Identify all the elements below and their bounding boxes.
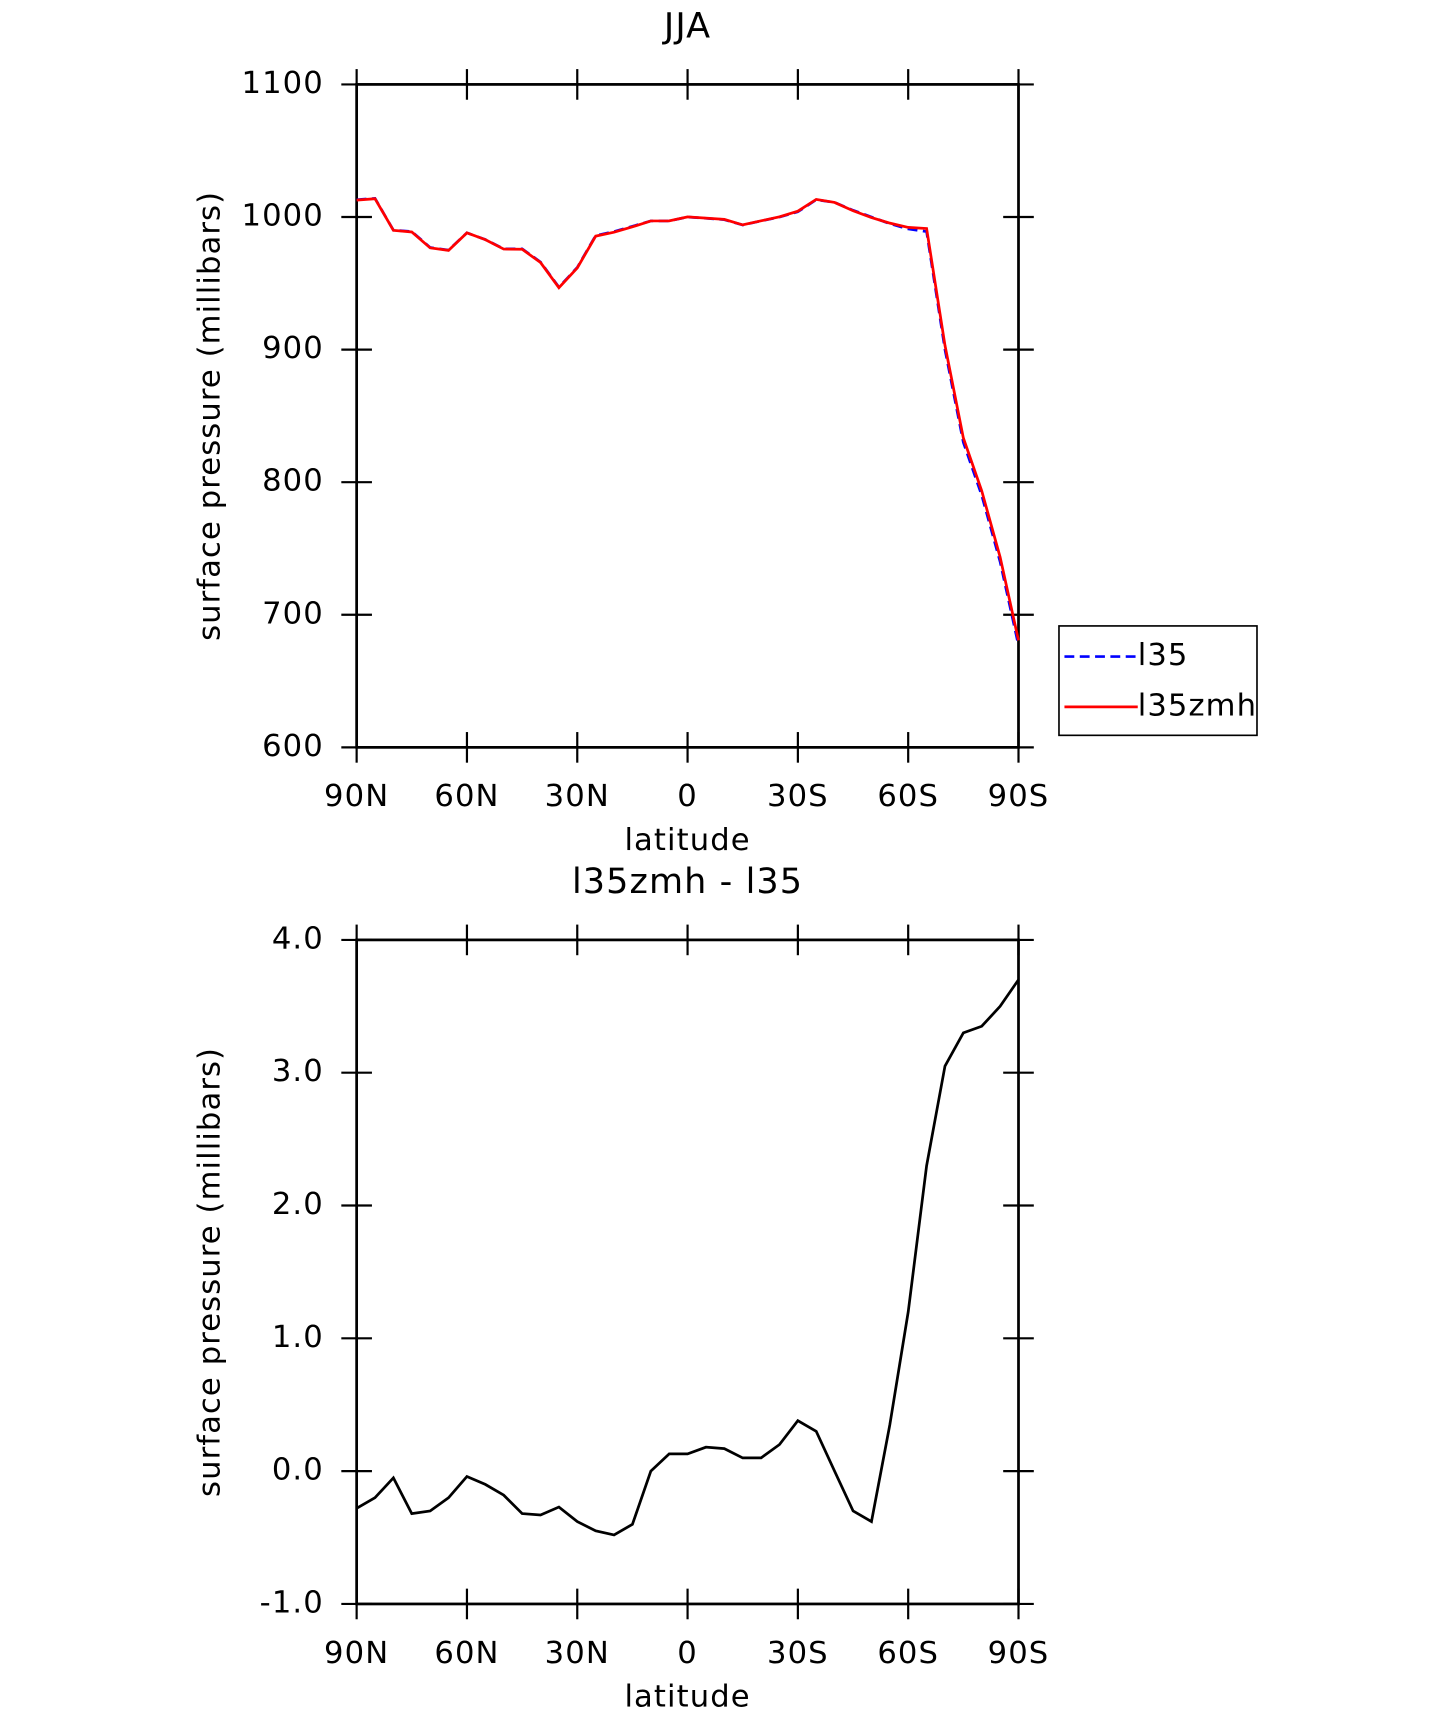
x-tick-label: 90N	[324, 1636, 389, 1671]
x-tick-label: 30S	[767, 1636, 829, 1671]
chart-title: l35zmh - l35	[572, 862, 803, 902]
series-line	[355, 978, 1020, 1537]
y-tick-label: 4.0	[272, 921, 324, 956]
y-tick-label: 1.0	[272, 1320, 324, 1355]
x-tick-label: 60S	[877, 779, 939, 814]
x-tick-label: 0	[677, 779, 698, 814]
x-tick-label: 90S	[988, 1636, 1050, 1671]
x-tick-label: 30N	[545, 1636, 610, 1671]
x-tick-label: 60S	[877, 1636, 939, 1671]
y-tick-label: 2.0	[272, 1187, 324, 1222]
y-axis-label: surface pressure (millibars)	[193, 1047, 228, 1497]
y-tick-label: 1000	[241, 199, 323, 234]
y-axis-label: surface pressure (millibars)	[193, 191, 228, 641]
series-line	[356, 197, 1020, 641]
x-tick-label: 60N	[434, 1636, 499, 1671]
x-tick-label: 30N	[545, 779, 610, 814]
x-axis-label: latitude	[624, 1680, 750, 1715]
series-line	[356, 196, 1020, 646]
y-tick-label: 1100	[241, 66, 323, 101]
y-tick-label: -1.0	[260, 1585, 324, 1620]
legend-label: l35	[1138, 638, 1189, 673]
plot-frame	[355, 938, 1020, 1606]
chart-title: JJA	[662, 7, 711, 47]
y-tick-label: 700	[262, 596, 324, 631]
x-tick-label: 90S	[988, 779, 1050, 814]
y-tick-label: 800	[262, 464, 324, 499]
y-tick-label: 900	[262, 331, 324, 366]
legend-box	[1058, 625, 1258, 737]
y-tick-label: 3.0	[272, 1054, 324, 1089]
plot-frame	[355, 83, 1020, 749]
y-tick-label: 0.0	[272, 1453, 324, 1488]
x-tick-label: 90N	[324, 779, 389, 814]
x-tick-label: 0	[677, 1636, 698, 1671]
legend-label: l35zmh	[1138, 688, 1257, 723]
x-tick-label: 30S	[767, 779, 829, 814]
x-tick-label: 60N	[434, 779, 499, 814]
x-axis-label: latitude	[624, 823, 750, 858]
y-tick-label: 600	[262, 729, 324, 764]
